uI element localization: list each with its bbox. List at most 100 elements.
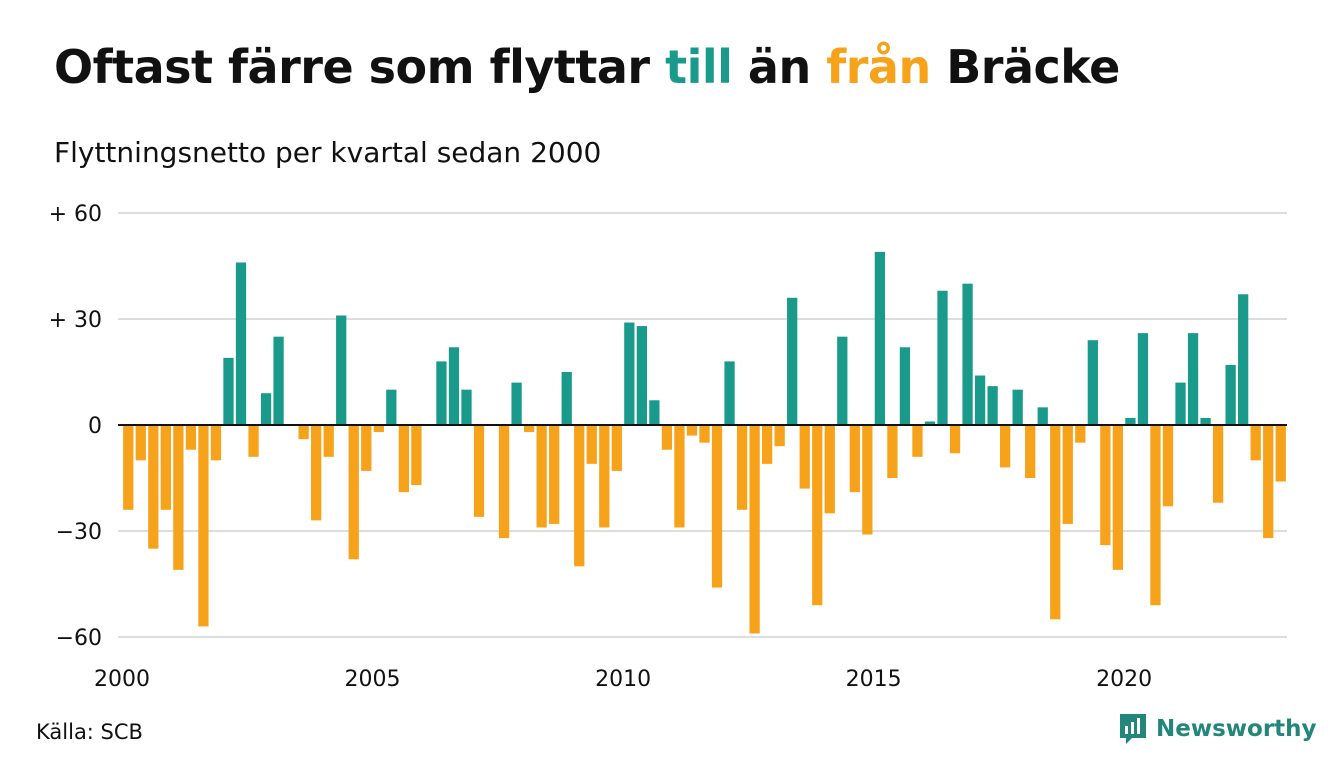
bar [799,425,810,489]
bar [173,425,184,570]
bar [1200,417,1211,425]
bar [386,389,397,425]
chart-title: Oftast färre som flyttar till än från Br… [54,40,1120,94]
bar [824,425,835,514]
bar [1225,364,1236,425]
bar [1012,389,1023,425]
bar [1000,425,1011,468]
bar [849,425,860,493]
bar [160,425,171,510]
bar [736,425,748,510]
bar [260,393,272,425]
title-part-3: Bräcke [930,40,1120,94]
bar [298,425,309,440]
title-till: till [665,40,733,94]
bar [937,290,948,425]
y-tick-label: 0 [88,414,102,439]
bar [949,425,961,454]
source-note: Källa: SCB [36,720,143,744]
title-fran: från [826,40,931,94]
chart-subtitle: Flyttningsnetto per kvartal sedan 2000 [54,136,602,169]
bar [1112,425,1124,570]
bar [974,375,986,425]
bar [1250,425,1261,461]
bar [987,386,998,425]
bar [749,425,760,634]
bar [887,425,898,478]
y-axis: + 60 + 30 0 −30 −60 [49,202,102,651]
bar [536,425,547,528]
bar [1275,425,1286,482]
bar [1025,425,1036,478]
brand-logo[interactable]: Newsworthy [1118,712,1317,746]
bar [1263,425,1274,539]
bar [473,425,485,517]
bar [711,425,723,588]
bar [1075,425,1086,443]
bars [123,251,1286,634]
bar [899,347,911,425]
bar [561,372,572,425]
bar [862,425,873,535]
bar [1162,425,1174,507]
x-tick-label: 2000 [94,667,150,692]
bar [373,425,384,433]
bar [812,425,823,606]
bar [336,315,347,425]
bar [273,336,284,425]
bar [223,357,234,425]
bar [1175,382,1186,425]
y-tick-label: −30 [56,520,102,545]
bar [436,361,447,425]
bar [311,425,322,521]
x-tick-label: 2005 [345,667,401,692]
bar [724,361,735,425]
bar [611,425,622,471]
bar [962,283,973,425]
bar [787,297,798,425]
bar [549,425,560,524]
bar [1238,294,1249,425]
bar [649,400,660,425]
bar [361,425,372,471]
bar [210,425,222,461]
bar [411,425,422,486]
bar [636,326,647,425]
bar [762,425,773,464]
bar [686,425,698,436]
bar [574,425,585,567]
bar [699,425,710,443]
title-part-2: än [732,40,827,94]
x-tick-label: 2010 [595,667,651,692]
bar [1087,340,1098,425]
bar [198,425,209,627]
bar [1050,425,1061,620]
bar [461,389,472,425]
bar [599,425,610,528]
bar [837,336,848,425]
bar [511,382,522,425]
bar [1100,425,1111,546]
bar-chart: + 60 + 30 0 −30 −60 2000 2005 2010 2015 2020 [49,202,1287,692]
bar [924,421,936,425]
bar [185,425,197,450]
bar [398,425,409,493]
bar [135,425,146,461]
bar [123,425,134,510]
bar [1212,425,1224,503]
brand-name: Newsworthy [1156,716,1317,742]
x-axis: 2000 2005 2010 2015 2020 [94,667,1152,692]
x-tick-label: 2020 [1096,667,1152,692]
bar [248,425,259,457]
bar [1062,425,1073,524]
bar [1125,417,1136,425]
bar [874,251,886,425]
y-tick-label: −60 [56,626,102,651]
bar [661,425,673,450]
bar [148,425,159,549]
bar [1150,425,1161,606]
y-tick-label: + 60 [49,202,102,227]
x-tick-label: 2015 [846,667,902,692]
bar [1037,407,1048,425]
bar [348,425,359,560]
